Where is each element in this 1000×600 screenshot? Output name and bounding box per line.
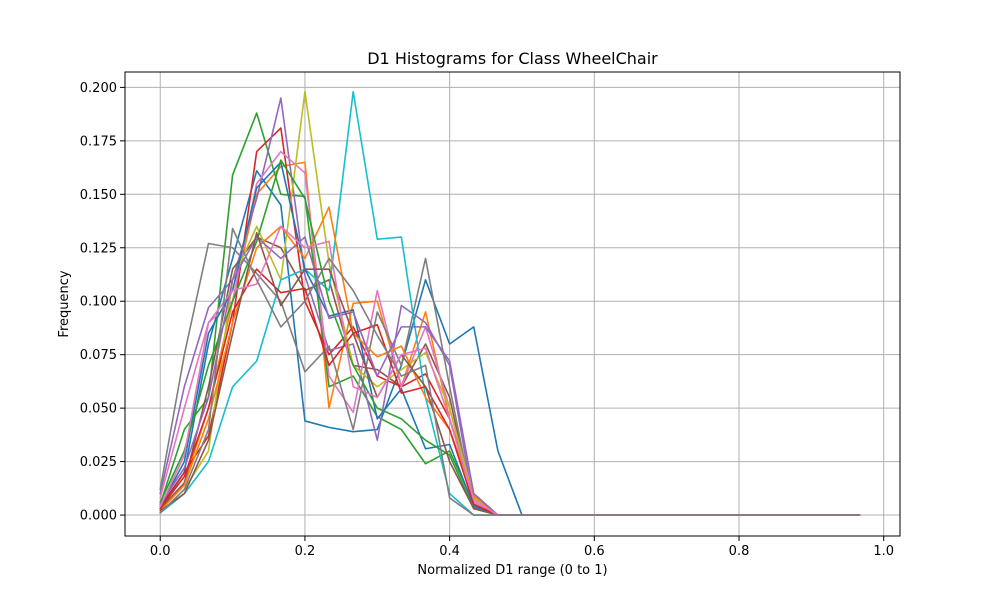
y-tick-label: 0.150: [80, 188, 117, 203]
x-tick-label: 0.6: [584, 544, 605, 559]
chart-title: D1 Histograms for Class WheelChair: [367, 49, 658, 68]
x-axis-title: Normalized D1 range (0 to 1): [417, 563, 607, 578]
y-axis-title: Frequency: [57, 270, 72, 337]
x-tick-label: 0.4: [439, 544, 460, 559]
x-tick-label: 0.0: [150, 544, 171, 559]
series-layer: [159, 90, 861, 516]
y-tick-label: 0.075: [80, 348, 117, 363]
grid: [125, 72, 900, 536]
y-tick-label: 0.200: [80, 81, 117, 96]
plot-area: [125, 72, 900, 536]
x-tick-label: 1.0: [873, 544, 894, 559]
y-tick-label: 0.050: [80, 402, 117, 417]
ticks: 0.0 0.2 0.4 0.6 0.8 1.0 0.000 0.025 0.050 0.075 0.…: [80, 81, 894, 559]
x-tick-label: 0.2: [295, 544, 316, 559]
y-tick-label: 0.025: [80, 455, 117, 470]
series-line-18: [159, 227, 861, 516]
y-tick-label: 0.175: [80, 134, 117, 149]
y-tick-label: 0.000: [80, 509, 117, 524]
y-tick-label: 0.100: [80, 295, 117, 310]
x-tick-label: 0.8: [729, 544, 750, 559]
plot-frame: [124, 71, 901, 537]
y-tick-label: 0.125: [80, 241, 117, 256]
